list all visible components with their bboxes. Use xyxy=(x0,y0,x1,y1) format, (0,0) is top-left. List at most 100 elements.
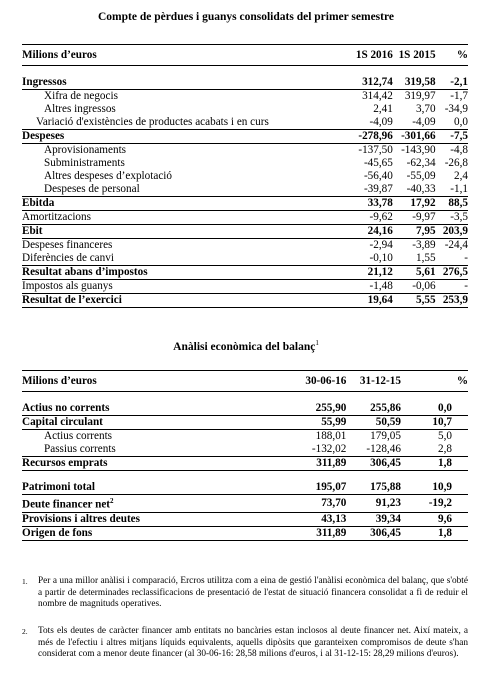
row-value-2: -55,09 xyxy=(406,170,436,182)
table-row: Diferències de canvi -0,10 1,55 - xyxy=(22,252,468,266)
table-row: Actius corrents 188,01 179,05 5,0 xyxy=(22,430,468,444)
row-pct: - xyxy=(435,252,468,266)
row-label: Xifra de negocis xyxy=(44,90,118,102)
row-label: Aprovisionaments xyxy=(44,144,127,156)
row-value-1: -132,02 xyxy=(280,443,347,457)
row-label: Subministraments xyxy=(44,157,125,169)
row-pct: 203,9 xyxy=(435,224,468,239)
row-label: Actius corrents xyxy=(44,430,113,442)
row-value-1: -56,40 xyxy=(363,170,393,182)
header-col-pct: % xyxy=(435,44,468,66)
row-pct: 2,8 xyxy=(400,443,468,457)
row-label: Diferències de canvi xyxy=(22,252,339,266)
row-label: Altres ingressos xyxy=(44,103,116,115)
row-pct: 0,0 xyxy=(435,116,468,130)
row-label: Origen de fons xyxy=(22,526,281,541)
row-pct: 88,5 xyxy=(435,196,468,211)
row-value-1: -45,65 xyxy=(363,157,393,169)
table-row: Despeses -278,96 -301,66 -7,5 xyxy=(22,129,468,144)
row-pct: -24,4 xyxy=(444,239,468,251)
row-value-1: -1,48 xyxy=(338,279,393,294)
footnote-1: 1. Per a una millor anàlisi i comparació… xyxy=(22,576,468,611)
footnote-ref-2: 2 xyxy=(110,497,114,505)
table-row: Variació d'existències de productes acab… xyxy=(22,116,468,130)
row-value-2: -143,90 xyxy=(401,144,436,156)
table-row: Altres despeses d’explotació -56,40 -55,… xyxy=(22,170,468,183)
table-row: Despeses de personal -39,87 -40,33 -1,1 xyxy=(22,183,468,197)
table-header-row: Milions d’euros 1S 2016 1S 2015 % xyxy=(22,44,468,66)
header-col-pct: % xyxy=(400,370,468,392)
row-label: Capital circulant xyxy=(22,415,281,430)
row-label: Provisions i altres deutes xyxy=(22,512,281,527)
table-row: Aprovisionaments -137,50 -143,90 -4,8 xyxy=(22,144,468,158)
row-value-2: 1,55 xyxy=(392,252,436,266)
footnote-text: Tots els deutes de caràcter financer amb… xyxy=(38,626,468,659)
row-value-2: 319,58 xyxy=(392,76,436,90)
row-pct: 0,0 xyxy=(400,402,468,416)
header-col-300616: 30-06-16 xyxy=(280,370,347,392)
row-value-2: 5,55 xyxy=(392,293,436,308)
row-value-1: -0,10 xyxy=(338,252,393,266)
row-pct: 5,0 xyxy=(438,430,452,442)
row-value-1: 188,01 xyxy=(315,430,347,442)
row-value-2: 50,59 xyxy=(346,415,401,430)
row-value-1: -2,94 xyxy=(369,239,393,251)
income-statement-table: Milions d’euros 1S 2016 1S 2015 % Ingres… xyxy=(22,44,468,308)
row-value-2: -62,34 xyxy=(406,157,436,169)
row-label-text: Deute financer net xyxy=(22,498,111,511)
table-row: Altres ingressos 2,41 3,70 -34,9 xyxy=(22,103,468,116)
row-value-1: 43,13 xyxy=(280,512,347,527)
header-col-1s2016: 1S 2016 xyxy=(338,44,393,66)
row-value-1: 195,07 xyxy=(280,481,347,495)
row-value-1: -9,62 xyxy=(338,210,393,225)
row-label: Ingressos xyxy=(22,76,339,90)
row-value-2: 179,05 xyxy=(370,430,401,442)
table-row: Provisions i altres deutes 43,13 39,34 9… xyxy=(22,512,468,527)
row-value-1: 55,99 xyxy=(280,415,347,430)
row-value-1: 19,64 xyxy=(338,293,393,308)
row-label: Amortitzacions xyxy=(22,210,339,225)
row-pct: -7,5 xyxy=(435,129,468,144)
balance-analysis-title: Anàlisi econòmica del balanç1 xyxy=(0,339,492,353)
row-value-1: 33,78 xyxy=(338,196,393,211)
row-pct: -26,8 xyxy=(444,157,468,169)
row-pct: 1,8 xyxy=(400,526,468,541)
row-label: Patrimoni total xyxy=(22,481,281,495)
row-value-2: 306,45 xyxy=(346,456,401,471)
row-pct: 10,9 xyxy=(400,481,468,495)
table-row: Xifra de negocis 314,42 319,97 -1,7 xyxy=(22,90,468,104)
row-value-2: -0,06 xyxy=(392,279,436,294)
table-row: Amortitzacions -9,62 -9,97 -3,5 xyxy=(22,210,468,225)
table-row: Resultat de l’exercici 19,64 5,55 253,9 xyxy=(22,293,468,308)
row-pct: -1,7 xyxy=(450,90,468,102)
row-value-2: 5,61 xyxy=(392,265,436,280)
row-label: Variació d'existències de productes acab… xyxy=(22,116,339,130)
header-col-1s2015: 1S 2015 xyxy=(392,44,436,66)
row-pct: -4,8 xyxy=(450,144,468,156)
table-row: Patrimoni total 195,07 175,88 10,9 xyxy=(22,481,468,495)
row-pct: -34,9 xyxy=(444,103,468,115)
row-value-2: 17,92 xyxy=(392,196,436,211)
row-label: Despeses financeres xyxy=(22,239,113,251)
row-value-1: 73,70 xyxy=(280,494,347,513)
row-value-1: 311,89 xyxy=(280,456,347,471)
row-value-1: -278,96 xyxy=(338,129,393,144)
row-label: Impostos als guanys xyxy=(22,279,339,294)
row-value-1: -39,87 xyxy=(338,183,393,197)
row-pct: 10,7 xyxy=(400,415,468,430)
row-value-2: 91,23 xyxy=(346,494,401,513)
row-value-2: -4,09 xyxy=(392,116,436,130)
table-header-row: Milions d’euros 30-06-16 31-12-15 % xyxy=(22,370,468,392)
table-row: Ebitda 33,78 17,92 88,5 xyxy=(22,196,468,211)
row-value-1: 2,41 xyxy=(373,103,393,115)
row-value-1: 255,90 xyxy=(280,402,347,416)
table-row: Subministraments -45,65 -62,34 -26,8 xyxy=(22,157,468,170)
row-label: Passius corrents xyxy=(22,443,281,457)
row-pct: 9,6 xyxy=(400,512,468,527)
row-label: Despeses de personal xyxy=(22,183,339,197)
row-label: Ebitda xyxy=(22,196,339,211)
row-value-2: 7,95 xyxy=(392,224,436,239)
row-value-2: -301,66 xyxy=(392,129,436,144)
row-pct: 1,8 xyxy=(400,456,468,471)
